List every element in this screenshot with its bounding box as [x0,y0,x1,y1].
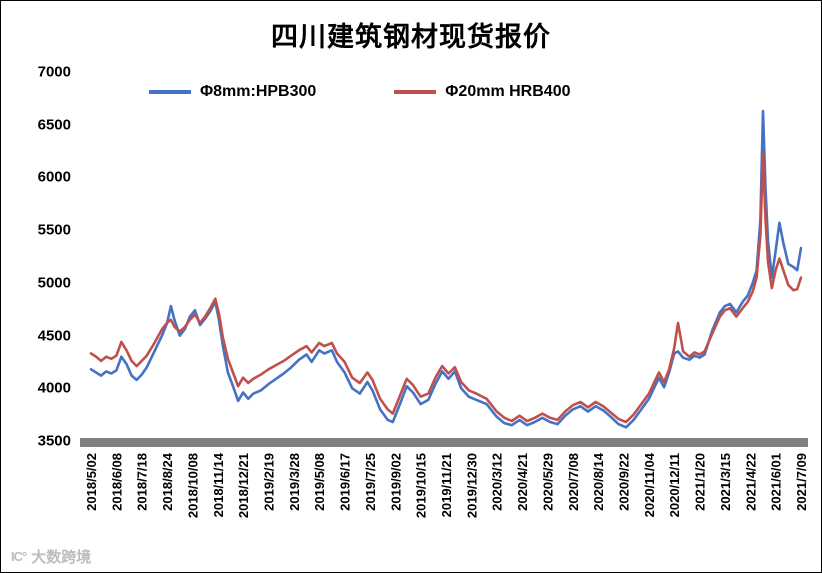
y-axis-label: 3500 [37,432,71,450]
x-axis-label: 2019/12/30 [464,453,479,518]
watermark-logo-icon: IC° [11,549,27,564]
x-axis-label: 2020/9/22 [617,453,632,511]
legend: Φ8mm:HPB300 Φ20mm HRB400 [149,83,570,101]
legend-line-red-icon [394,90,437,94]
legend-label-hrb400: Φ20mm HRB400 [445,83,571,100]
y-axis-label: 5000 [37,274,71,292]
x-axis-label: 2020/7/08 [566,453,581,511]
x-axis-label: 2021/7/09 [794,453,809,511]
watermark: IC° 大数跨境 [11,546,91,567]
y-axis-label: 6000 [37,168,71,186]
x-axis-label: 2020/3/12 [490,453,505,511]
watermark-text: 大数跨境 [31,549,92,566]
x-axis-label: 2018/8/24 [160,452,175,511]
x-axis-label: 2018/10/08 [185,453,200,518]
legend-label-hpb300: Φ8mm:HPB300 [200,83,317,100]
y-axis-label: 4000 [37,379,71,397]
x-axis-label: 2020/4/21 [515,453,530,511]
x-axis-label: 2019/10/15 [414,453,429,518]
x-axis-label: 2018/6/08 [109,453,124,511]
x-axis-label: 2019/9/02 [388,453,403,511]
x-axis-label: 2020/11/04 [642,452,657,517]
x-axis-label: 2019/11/21 [439,453,454,517]
y-axis-label: 4500 [37,327,71,345]
x-axis-bar [80,438,808,447]
legend-item-hpb300: Φ8mm:HPB300 [149,83,316,101]
legend-line-blue-icon [149,90,191,94]
x-axis-label: 2019/7/25 [363,453,378,511]
x-axis-label: 2020/12/11 [667,453,682,517]
series-line-0 [89,109,803,429]
legend-item-hrb400: Φ20mm HRB400 [394,83,570,101]
x-axis-label: 2019/5/08 [312,453,327,511]
y-axis-label: 5500 [37,221,71,239]
x-axis-label: 2018/12/21 [236,453,251,518]
x-axis-label: 2021/6/01 [769,453,784,511]
x-axis-label: 2021/3/15 [718,453,733,511]
chart-title: 四川建筑钢材现货报价 [271,22,551,52]
x-axis-label: 2018/5/02 [84,453,99,511]
x-axis-label: 2021/4/22 [743,453,758,511]
x-axis-label: 2019/6/17 [338,453,353,511]
y-axis-label: 7000 [37,63,71,81]
y-axis-label: 6500 [37,116,71,134]
x-axis-label: 2018/7/18 [135,453,150,511]
x-axis-label: 2019/2/19 [262,453,277,511]
series-line-1 [89,151,803,424]
x-axis-label: 2019/3/28 [287,453,302,511]
x-axis-label: 2020/8/14 [591,452,606,511]
x-axis-label: 2021/1/20 [693,453,708,511]
x-axis-label: 2018/11/14 [211,452,226,517]
x-axis-label: 2020/5/29 [540,453,555,511]
